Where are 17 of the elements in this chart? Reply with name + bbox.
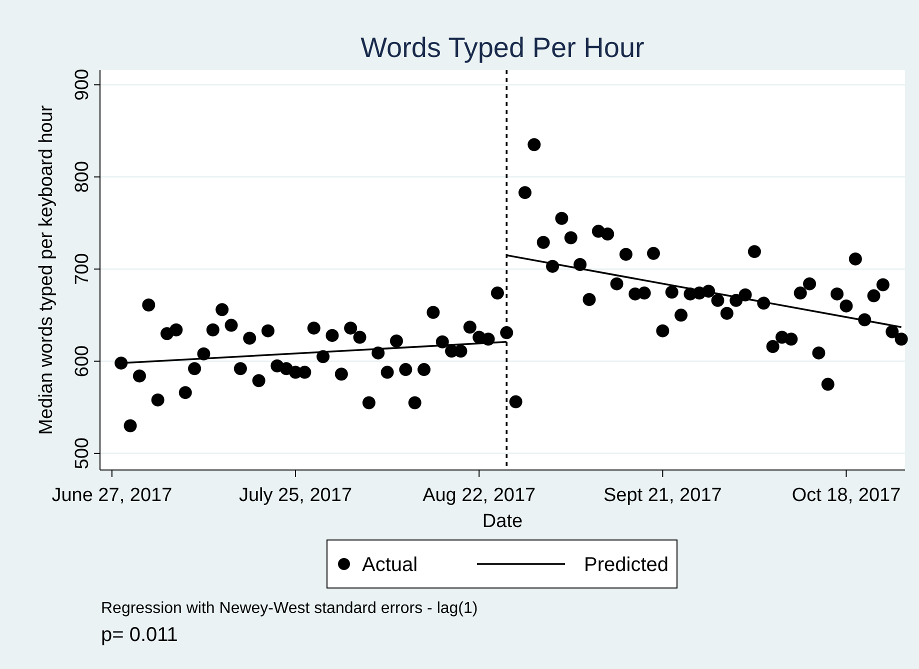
y-tick-label: 600 (72, 345, 93, 378)
y-tick-label: 800 (72, 161, 93, 193)
x-tick-label: June 27, 2017 (52, 485, 172, 506)
x-axis-title: Date (482, 511, 523, 532)
y-axis-title: Median words typed per keyboard hour (36, 104, 57, 435)
text: p= 0.011 (101, 624, 178, 646)
y-tick-label: 900 (72, 68, 93, 101)
chart-title: Words Typed Per Hour (360, 32, 644, 63)
x-tick-label: Aug 22, 2017 (422, 485, 536, 506)
text: Regression with Newey-West standard errors - lag(1) (101, 600, 478, 617)
y-tick-label: 700 (72, 253, 93, 285)
legend-label: Predicted (584, 554, 668, 576)
x-tick-label: July 25, 2017 (238, 485, 352, 506)
legend-label: Actual (362, 554, 418, 576)
y-tick-label: 500 (72, 438, 93, 470)
x-tick-label: Sept 21, 2017 (604, 485, 722, 506)
x-tick-label: Oct 18, 2017 (792, 485, 901, 506)
